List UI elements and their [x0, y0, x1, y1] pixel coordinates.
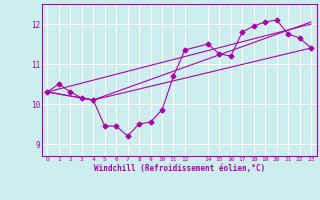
- X-axis label: Windchill (Refroidissement éolien,°C): Windchill (Refroidissement éolien,°C): [94, 164, 265, 173]
